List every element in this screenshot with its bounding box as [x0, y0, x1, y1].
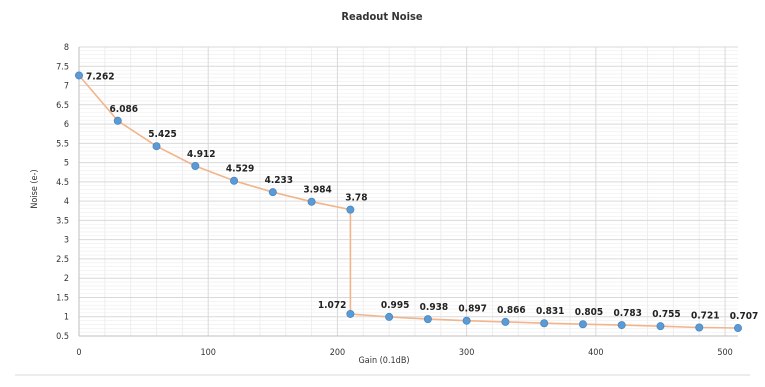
data-point: [346, 205, 355, 214]
data-point: [75, 71, 84, 80]
y-tick-label: 4.5: [56, 178, 69, 188]
x-tick-label: 200: [330, 348, 345, 358]
data-point: [191, 161, 200, 170]
data-point: [578, 320, 587, 329]
data-label: 7.262: [86, 71, 114, 82]
data-point: [695, 323, 704, 332]
data-point: [617, 321, 626, 330]
data-point: [346, 309, 355, 318]
x-tick-label: 400: [588, 348, 603, 358]
data-point: [501, 317, 510, 326]
chart-title: Readout Noise: [341, 10, 422, 23]
data-point: [113, 116, 122, 125]
x-tick-label: 100: [200, 348, 215, 358]
data-label: 0.805: [575, 307, 603, 318]
y-tick-label: 6.5: [56, 101, 69, 111]
data-point: [462, 316, 471, 325]
data-label: 0.897: [458, 304, 486, 315]
series-layer: [75, 71, 743, 333]
y-tick-label: 5: [64, 159, 69, 169]
y-tick-label: 4: [64, 197, 69, 207]
y-tick-label: 1.5: [56, 293, 69, 303]
data-labels: 7.262 6.086 5.425 4.912 4.529 4.233 3.984 3.78 1…: [86, 71, 758, 322]
y-axis-title: Noise (e-): [30, 169, 40, 208]
data-point: [268, 188, 277, 197]
data-point: [540, 319, 549, 328]
data-label: 3.78: [345, 193, 367, 204]
data-label: 3.984: [303, 185, 331, 196]
x-tick-label: 500: [717, 348, 732, 358]
y-tick-label: 7.5: [56, 62, 69, 72]
data-point: [423, 315, 432, 324]
x-tick-label: 300: [459, 348, 474, 358]
data-label: 4.233: [265, 175, 293, 186]
data-label: 0.938: [420, 302, 448, 313]
y-tick-label: 5.5: [56, 139, 69, 149]
data-label: 1.072: [318, 300, 346, 311]
x-tick-label: 0: [76, 348, 81, 358]
data-label: 0.995: [381, 300, 409, 311]
data-point: [656, 322, 665, 331]
data-label: 4.912: [187, 149, 215, 160]
data-label: 5.425: [148, 129, 176, 140]
y-tick-label: 1: [64, 313, 69, 323]
y-tick-label: 6: [64, 120, 69, 130]
x-axis-title: Gain (0.1dB): [358, 356, 409, 366]
y-tick-label: 7: [64, 82, 69, 92]
axes: 0.5 1 1.5 2 2.5 3 3.5 4 4.5 5 5.5 6 6.5 7 7.5 8 0 100 200 3…: [15, 43, 750, 376]
data-label: 0.783: [613, 308, 641, 319]
y-tick-label: 3.5: [56, 216, 69, 226]
y-tick-label: 2: [64, 274, 69, 284]
data-label: 0.831: [536, 306, 564, 317]
y-tick-label: 0.5: [56, 332, 69, 342]
data-label: 0.755: [652, 309, 680, 320]
y-tick-label: 3: [64, 236, 69, 246]
data-point: [230, 176, 239, 185]
data-label: 0.721: [691, 310, 719, 321]
data-label: 6.086: [110, 104, 138, 115]
y-tick-label: 8: [64, 43, 69, 53]
data-label: 4.529: [226, 164, 254, 175]
data-label: 0.866: [497, 305, 525, 316]
data-label: 0.707: [730, 311, 758, 322]
data-point: [307, 197, 316, 206]
data-point: [152, 142, 161, 151]
data-point: [385, 312, 394, 321]
y-tick-label: 2.5: [56, 255, 69, 265]
data-point: [734, 324, 743, 333]
